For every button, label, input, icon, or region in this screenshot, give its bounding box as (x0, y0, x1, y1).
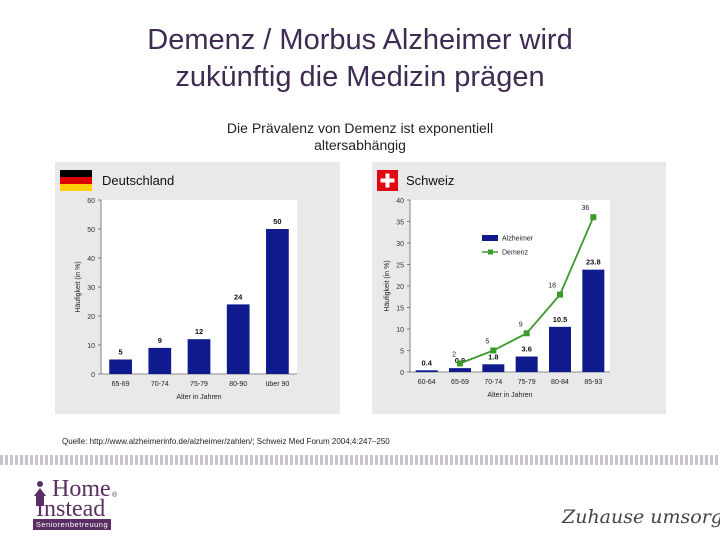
bar-data-label: 3.6 (521, 345, 531, 354)
x-tick-label: 60-64 (418, 379, 436, 386)
x-tick-label: 75-79 (518, 379, 536, 386)
line-point (490, 347, 497, 354)
line-data-label: 5 (485, 339, 489, 346)
flag-cross-horizontal (380, 178, 395, 183)
line-data-label: 9 (519, 321, 523, 328)
bar (109, 359, 132, 374)
x-tick-label: 80-90 (229, 381, 247, 388)
bar (148, 347, 172, 374)
chart-germany: Deutschland 0 10 20 30 40 50 60 65-69 70-74 75-79 8… (60, 170, 297, 401)
bar-data-label: 10.5 (553, 315, 568, 324)
y-tick-label: 10 (396, 327, 404, 334)
bar-data-label: 24 (234, 292, 243, 301)
flag-stripe-black (60, 170, 92, 177)
house-icon (34, 481, 46, 506)
x-tick-label: 70-74 (151, 381, 169, 388)
x-tick-label: 70-74 (484, 379, 502, 386)
y-tick-label: 50 (87, 227, 95, 234)
y-tick-label: 25 (396, 263, 404, 270)
y-axis-label: Häufigkeit (in %) (75, 261, 82, 312)
x-tick-label: 85-93 (584, 379, 602, 386)
chart-title: Schweiz (406, 173, 454, 188)
line-data-label: 2 (452, 351, 456, 358)
divider-band (0, 455, 720, 465)
bar-data-label: 12 (195, 327, 203, 336)
bar (482, 364, 505, 372)
y-tick-label: 15 (396, 306, 404, 313)
line-point (557, 291, 563, 298)
bar (549, 326, 571, 372)
title-line-2: zukünftig die Medizin prägen (175, 61, 545, 93)
legend-point-swatch (488, 249, 493, 255)
flag-stripe-gold (60, 184, 92, 191)
legend-label: Alzheimer (502, 236, 534, 243)
legend-bar-swatch (482, 235, 498, 241)
subtitle-line-2: altersabhängig (314, 137, 406, 153)
subtitle-line-1: Die Prävalenz von Demenz ist exponentiel… (226, 120, 494, 136)
line-point (457, 360, 463, 367)
x-tick-label: 80-84 (551, 379, 569, 386)
logo-registered-mark: ® (112, 492, 118, 499)
y-tick-label: 30 (396, 241, 404, 248)
logo-instead-text: Instead (36, 496, 106, 522)
bar-data-label: 0.4 (421, 358, 432, 367)
bar (266, 229, 289, 374)
x-tick-label: 65-69 (112, 381, 130, 388)
x-tick-label: 65-69 (451, 379, 469, 386)
y-tick-label: 0 (400, 370, 404, 377)
legend-label: Demenz (502, 250, 529, 257)
flag-stripe-red (60, 177, 92, 184)
subtitle: Die Prävalenz von Demenz ist exponentiel… (160, 120, 560, 154)
y-tick-label: 40 (396, 198, 404, 205)
x-axis-label: Alter in Jahren (487, 392, 532, 399)
x-tick-label: 75-79 (190, 381, 208, 388)
bar (226, 304, 250, 374)
bar (449, 368, 471, 372)
bar-data-label: 9 (158, 336, 162, 345)
y-tick-label: 20 (87, 314, 95, 321)
title-line-1: Demenz / Morbus Alzheimer wird (147, 24, 573, 56)
bar-data-label: 5 (119, 348, 123, 357)
source-note: Quelle: http://www.alzheimerinfo.de/alzh… (62, 437, 390, 446)
page-title: Demenz / Morbus Alzheimer wird zukünftig… (0, 22, 720, 96)
plot-area (410, 200, 610, 372)
y-tick-label: 10 (87, 343, 95, 350)
switzerland-flag-icon (377, 170, 398, 191)
y-tick-label: 35 (396, 220, 404, 227)
logo-home-text: Home (52, 476, 111, 502)
y-tick-label: 40 (87, 256, 95, 263)
line-data-label: 36 (582, 205, 590, 212)
line-data-label: 18 (548, 283, 556, 290)
bar (582, 269, 605, 372)
y-tick-label: 20 (396, 284, 404, 291)
tagline: Zuhause umsorgt (562, 506, 720, 528)
y-tick-label: 30 (87, 285, 95, 292)
chart-switzerland-panel: Schweiz 0 5 10 15 20 25 30 35 40 60-64 65-69 70-74 75… (372, 162, 666, 414)
line-point (523, 330, 530, 337)
bar (187, 339, 211, 374)
x-axis-label: Alter in Jahren (176, 394, 221, 401)
y-tick-label: 5 (400, 349, 404, 356)
bar-data-label: 50 (273, 217, 281, 226)
bar (515, 356, 538, 372)
y-tick-label: 0 (91, 372, 95, 379)
line-point (590, 214, 597, 221)
bar-data-label: 23.8 (586, 258, 601, 267)
y-axis-label: Häufigkeit (in %) (384, 260, 391, 311)
y-tick-label: 60 (87, 198, 95, 205)
germany-flag-icon (60, 170, 92, 191)
chart-title: Deutschland (102, 173, 174, 188)
x-tick-label: über 90 (266, 381, 290, 388)
chart-germany-panel: Deutschland 0 10 20 30 40 50 60 65-69 70-74 75-79 8… (55, 162, 340, 414)
bar-data-label: 1.8 (488, 352, 498, 361)
logo-subtitle-bar: Seniorenbetreuung (33, 519, 111, 530)
bar (415, 370, 438, 372)
